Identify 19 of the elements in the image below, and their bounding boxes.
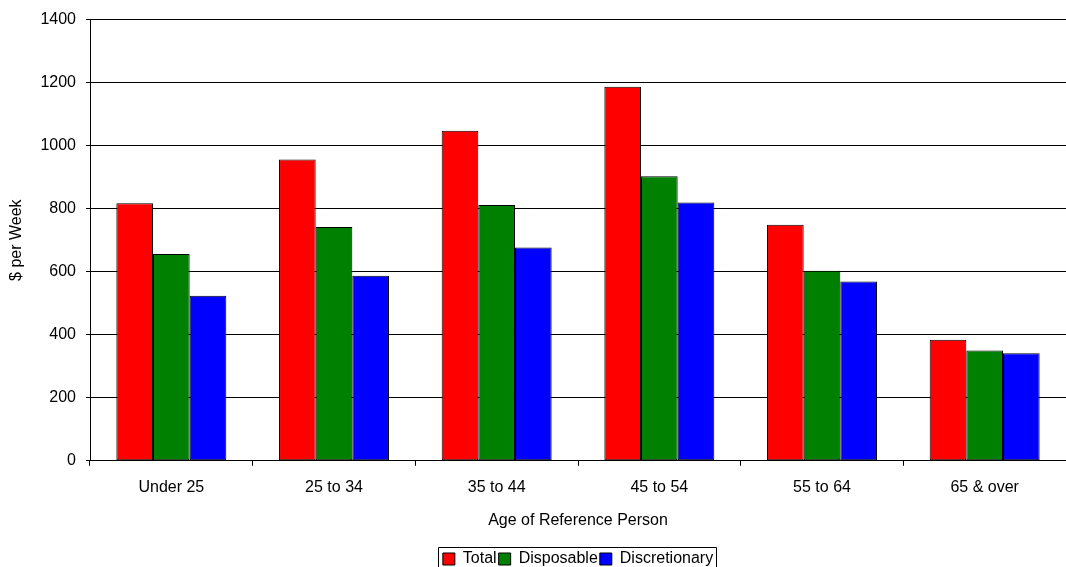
x-tick-label: 45 to 54 xyxy=(630,478,689,496)
y-tick-label: 400 xyxy=(49,325,77,343)
legend-label: Disposable xyxy=(518,549,598,567)
y-tick-label: 200 xyxy=(49,388,77,406)
x-tick-label: 55 to 64 xyxy=(793,478,852,496)
x-tick-label: 25 to 34 xyxy=(305,478,364,496)
y-tick-label: 1200 xyxy=(40,73,77,91)
y-tick-label: 1000 xyxy=(40,136,77,154)
legend-label: Discretionary xyxy=(619,549,714,567)
y-tick-label: 1400 xyxy=(40,10,77,28)
x-tick-label: 35 to 44 xyxy=(467,478,526,496)
x-tick-label: 65 & over xyxy=(950,478,1020,496)
y-tick-label: 800 xyxy=(49,199,77,217)
x-axis-title: Age of Reference Person xyxy=(488,510,668,528)
y-axis-title: $ per Week xyxy=(7,198,25,281)
x-tick-label: Under 25 xyxy=(138,478,205,496)
y-tick-label: 0 xyxy=(67,451,77,469)
y-tick-label: 600 xyxy=(49,262,77,280)
legend-label: Total xyxy=(462,549,497,567)
